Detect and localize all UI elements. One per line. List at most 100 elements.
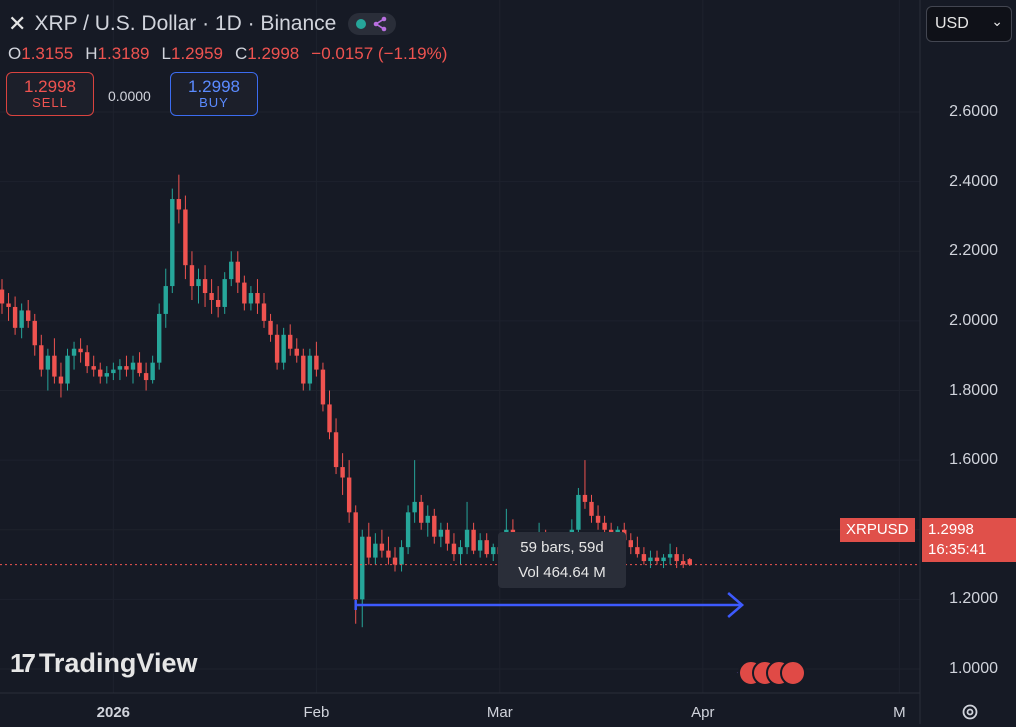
candle-body — [438, 529, 444, 537]
candle-body — [111, 369, 116, 374]
candle — [71, 341, 77, 370]
candle — [405, 505, 411, 555]
candle-body — [373, 543, 378, 558]
candle-body — [215, 299, 221, 307]
candle-body — [242, 282, 247, 304]
candle-body — [314, 355, 319, 370]
ohlc-high-value: 1.3189 — [97, 44, 150, 63]
candle — [425, 505, 430, 537]
candle — [104, 366, 109, 384]
candle — [582, 460, 588, 509]
candle — [261, 293, 267, 328]
currency-select[interactable]: USD ⌄ — [926, 6, 1012, 42]
candle-body — [432, 515, 437, 537]
candle-body — [261, 303, 267, 321]
candle — [235, 251, 240, 294]
sell-button[interactable]: 1.2998 SELL — [6, 72, 94, 116]
candle — [170, 188, 175, 294]
candle-body — [71, 348, 77, 356]
candle — [576, 487, 581, 537]
measure-arrow — [354, 592, 745, 618]
candle-body — [484, 540, 489, 555]
candle — [340, 453, 345, 495]
candle-body — [137, 362, 142, 374]
candle-body — [451, 543, 457, 555]
market-open-dot-icon — [356, 19, 367, 29]
gear-icon[interactable] — [958, 702, 982, 722]
candle-body — [12, 306, 18, 328]
candle-body — [52, 355, 57, 377]
candle — [419, 494, 424, 530]
candle — [464, 501, 470, 555]
sell-label: SELL — [32, 95, 68, 111]
tradingview-logo[interactable]: 17 TradingView — [10, 648, 197, 679]
symbol-price-tag: XRPUSD — [840, 518, 915, 542]
candle-body — [157, 313, 162, 363]
price-tick-label: 1.2000 — [949, 590, 998, 608]
candle-body — [196, 279, 201, 287]
candle-body — [248, 293, 254, 304]
candle-body — [471, 529, 476, 551]
economic-events-marker[interactable]: ✦ — [736, 660, 806, 686]
buy-price: 1.2998 — [188, 76, 240, 96]
candle — [471, 522, 476, 555]
candle-body — [582, 494, 588, 502]
candle-body — [170, 199, 175, 287]
candle — [222, 272, 227, 314]
candle — [484, 533, 489, 558]
candle — [157, 303, 162, 370]
time-tick-label: Apr — [691, 704, 715, 721]
candle — [333, 418, 339, 475]
candle-body — [661, 557, 666, 562]
candle-body — [19, 310, 24, 328]
spread-value: 0.0000 — [108, 88, 151, 104]
symbol-header: ✕ XRP / U.S. Dollar · 1D · Binance — [8, 10, 397, 38]
candle — [327, 390, 332, 440]
candle — [412, 460, 417, 523]
candle — [130, 355, 136, 384]
candle — [667, 543, 673, 565]
ohlc-low-value: 1.2959 — [170, 44, 223, 63]
price-tick-label: 1.0000 — [949, 659, 998, 677]
candle — [209, 279, 214, 314]
ohlc-high-label: H — [85, 44, 98, 63]
candle-body — [405, 512, 411, 548]
bar-countdown: 16:35:41 — [928, 541, 987, 558]
candle-body — [641, 554, 647, 562]
candle-body — [425, 515, 430, 523]
candle-body — [45, 355, 51, 370]
candle-body — [222, 279, 227, 307]
event-dot-icon — [779, 660, 806, 686]
candle-body — [117, 366, 123, 370]
candle — [26, 299, 31, 328]
price-tick-label: 2.0000 — [949, 311, 998, 329]
candle — [183, 195, 188, 280]
ohlc-close-label: C — [234, 44, 248, 63]
status-pill[interactable] — [348, 13, 397, 35]
ohlc-low-label: L — [161, 44, 171, 63]
candle — [215, 286, 221, 318]
candle-body — [0, 289, 5, 304]
candle-body — [255, 293, 260, 304]
candle-body — [281, 334, 286, 363]
price-tick-label: 2.4000 — [949, 172, 998, 190]
close-icon[interactable]: ✕ — [8, 11, 27, 36]
candle-body — [589, 501, 594, 516]
last-price-tag: 1.2998 16:35:41 — [922, 518, 1016, 562]
candle-body — [628, 540, 633, 548]
candle-body — [687, 559, 692, 565]
candle — [143, 362, 149, 391]
candle-body — [32, 320, 37, 346]
ohlc-close-value: 1.2998 — [247, 44, 300, 63]
symbol-title[interactable]: XRP / U.S. Dollar · 1D · Binance — [34, 12, 337, 35]
candle-body — [235, 261, 240, 283]
candle — [661, 554, 666, 569]
measure-bars: 59 bars, 59d — [520, 539, 604, 556]
price-tick-label: 1.8000 — [949, 381, 998, 399]
candle — [281, 327, 286, 370]
candle-body — [65, 355, 70, 384]
candle — [274, 324, 280, 370]
candle-body — [130, 362, 136, 370]
buy-button[interactable]: 1.2998 BUY — [170, 72, 258, 116]
